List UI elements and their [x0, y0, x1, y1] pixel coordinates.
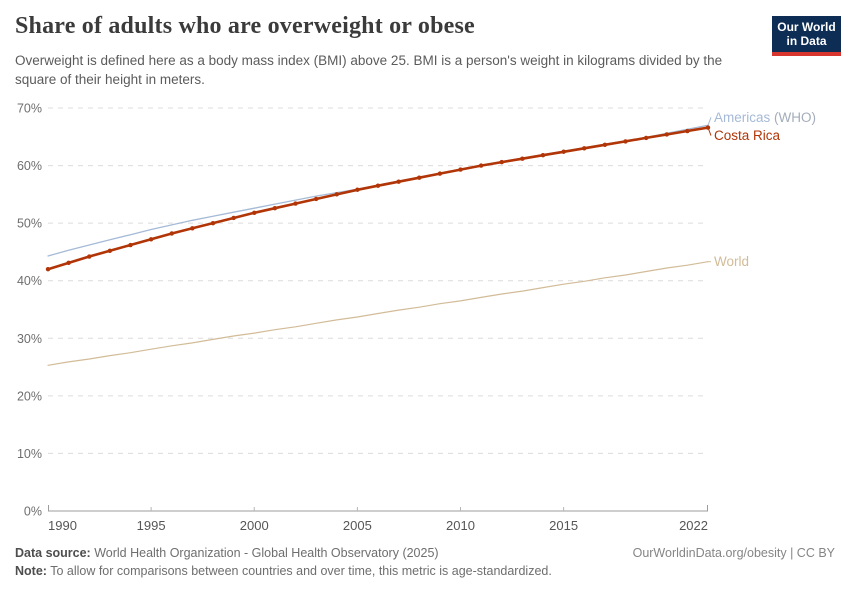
data-point-costa-rica-2003	[313, 196, 319, 202]
legend-label-world[interactable]: World	[714, 254, 749, 269]
data-point-costa-rica-2018	[623, 139, 628, 144]
data-point-costa-rica-2021	[685, 128, 690, 134]
data-point-costa-rica-2012	[499, 159, 504, 165]
data-point-costa-rica-2004	[334, 192, 339, 197]
data-source-line: Data source: World Health Organization -…	[15, 546, 439, 560]
x-axis-label-2005: 2005	[343, 518, 372, 533]
owid-license-link[interactable]: OurWorldinData.org/obesity | CC BY	[632, 546, 835, 560]
data-point-costa-rica-2011	[478, 163, 484, 168]
page-title: Share of adults who are overweight or ob…	[15, 13, 475, 39]
x-axis-label-1995: 1995	[137, 518, 166, 533]
data-point-costa-rica-2006	[375, 183, 381, 188]
data-point-costa-rica-1991	[66, 260, 71, 266]
chart-footer: Data source: World Health Organization -…	[15, 546, 835, 578]
x-axis-label-2010: 2010	[446, 518, 475, 533]
data-point-costa-rica-1999	[231, 215, 236, 221]
data-point-costa-rica-2005	[355, 187, 360, 192]
data-point-costa-rica-2015	[561, 149, 566, 154]
data-point-costa-rica-2008	[417, 175, 422, 180]
note-line: Note: To allow for comparisons between c…	[15, 564, 552, 578]
x-axis-label-2000: 2000	[240, 518, 269, 533]
data-source-label: Data source:	[15, 546, 91, 560]
data-point-costa-rica-2016	[582, 146, 587, 151]
line-chart-svg: 0% 10% 20% 30% 40% 50% 60% 70% 1990 1995 2000 2005 2…	[17, 102, 816, 534]
note-label: Note:	[15, 564, 47, 578]
x-axis-label-2022: 2022	[679, 518, 708, 533]
data-point-costa-rica-1997	[190, 226, 195, 231]
y-axis-label-60: 60%	[17, 159, 42, 173]
owid-logo-line2: in Data	[786, 34, 827, 49]
data-point-costa-rica-2002	[293, 201, 298, 206]
x-axis-label-1990: 1990	[48, 518, 77, 533]
chart-area: 0% 10% 20% 30% 40% 50% 60% 70% 1990 1995 2000 2005 2…	[0, 100, 850, 545]
data-point-costa-rica-2013	[520, 156, 525, 161]
data-source-text: World Health Organization - Global Healt…	[90, 546, 439, 560]
y-axis-label-50: 50%	[17, 217, 42, 231]
data-point-costa-rica-2020	[664, 132, 669, 137]
data-point-costa-rica-2001	[272, 205, 278, 211]
data-point-costa-rica-2000	[252, 210, 257, 215]
x-axis-label-2015: 2015	[549, 518, 578, 533]
y-axis-label-30: 30%	[17, 332, 42, 346]
note-text: To allow for comparisons between countri…	[46, 564, 552, 578]
data-point-costa-rica-1992	[87, 254, 92, 259]
legend-label-costa-rica[interactable]: Costa Rica	[714, 128, 781, 143]
legend-label-americas[interactable]: Americas (WHO)	[714, 110, 816, 125]
y-axis-label-0: 0%	[24, 505, 42, 519]
data-point-costa-rica-2009	[437, 171, 443, 176]
series-line-world[interactable]	[47, 261, 709, 366]
chart-subtitle: Overweight is defined here as a body mas…	[15, 53, 723, 87]
data-point-costa-rica-1990	[45, 267, 51, 272]
y-axis-label-70: 70%	[17, 102, 42, 116]
series-line-costa-rica[interactable]	[46, 126, 710, 271]
data-point-costa-rica-2017	[602, 142, 608, 148]
data-point-costa-rica-2007	[396, 179, 401, 184]
data-point-costa-rica-2010	[458, 167, 463, 172]
data-point-costa-rica-1994	[128, 242, 133, 248]
data-point-costa-rica-1996	[169, 231, 174, 236]
legend-connector-costa-rica	[707, 127, 712, 136]
data-point-costa-rica-2019	[643, 135, 649, 141]
y-axis-label-20: 20%	[17, 389, 42, 403]
data-point-costa-rica-1998	[210, 220, 216, 226]
data-point-costa-rica-2014	[540, 153, 546, 158]
data-point-costa-rica-1993	[107, 248, 113, 253]
data-point-costa-rica-1995	[148, 237, 154, 242]
owid-logo-line1: Our World	[777, 20, 836, 34]
y-axis-label-40: 40%	[17, 274, 42, 288]
owid-logo[interactable]: Our World in Data	[772, 16, 841, 56]
y-axis-label-10: 10%	[17, 447, 42, 461]
legend-connector-americas	[707, 117, 712, 126]
